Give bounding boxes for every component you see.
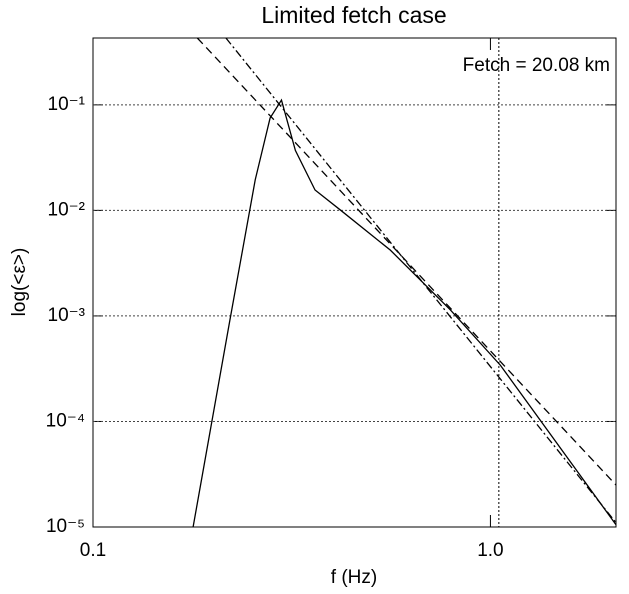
chart-title: Limited fetch case [261, 2, 446, 28]
line-series [192, 98, 616, 527]
y-tick-label: 10⁻² [48, 199, 86, 220]
annotation: Fetch = 20.08 km [463, 55, 610, 76]
line-series [225, 38, 616, 524]
plot-frame [92, 37, 617, 528]
y-tick-label: 10⁻⁴ [46, 410, 85, 431]
line-series [196, 38, 616, 486]
x-tick-label: 1.0 [477, 540, 503, 561]
y-tick-label: 10⁻³ [48, 305, 86, 326]
y-tick-label: 10⁻⁵ [46, 516, 85, 537]
y-tick-label: 10⁻¹ [48, 94, 86, 115]
x-tick-label: 0.1 [80, 540, 106, 561]
x-axis-label: f (Hz) [331, 567, 377, 588]
y-axis-label: log(<ε>) [9, 248, 30, 317]
